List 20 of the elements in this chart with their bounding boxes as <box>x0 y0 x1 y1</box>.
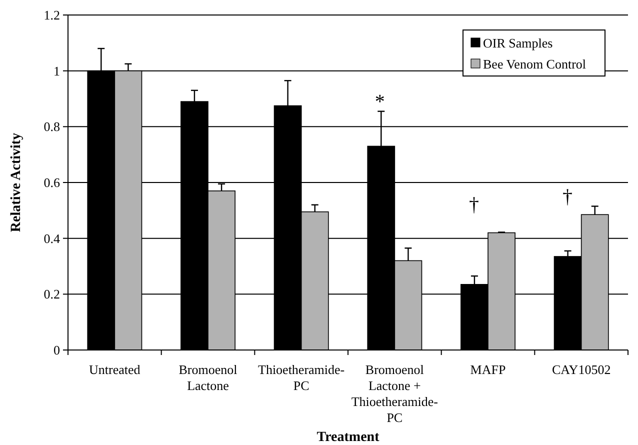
y-tick-label: 0 <box>54 342 60 358</box>
annotation: * <box>374 91 385 113</box>
x-axis-title: Treatment <box>316 430 380 445</box>
y-tick-label: 0.6 <box>44 175 60 190</box>
annotation: † <box>469 194 479 216</box>
x-tick-label: MAFP <box>470 362 506 377</box>
x-tick-label: CAY10502 <box>552 362 611 377</box>
y-axis-title: Relative Activity <box>9 132 24 232</box>
legend-label: Bee Venom Control <box>483 56 586 72</box>
y-tick-label: 1 <box>54 63 60 78</box>
y-tick-label: 0.8 <box>44 119 60 134</box>
x-tick-label: Thioetheramide-PC <box>258 362 345 393</box>
y-tick-label: 1.2 <box>44 8 60 23</box>
y-tick-label: 0.4 <box>44 230 60 246</box>
x-tick-label: Bromoenol Lactone <box>178 362 238 393</box>
legend-label: OIR Samples <box>483 36 553 51</box>
y-tick-label: 0.2 <box>44 286 60 302</box>
x-tick-label: Untreated <box>89 362 141 377</box>
annotation: † <box>562 186 573 208</box>
x-tick-label: Bromoenol Lactone + Thioetheramide-PC <box>351 362 438 425</box>
